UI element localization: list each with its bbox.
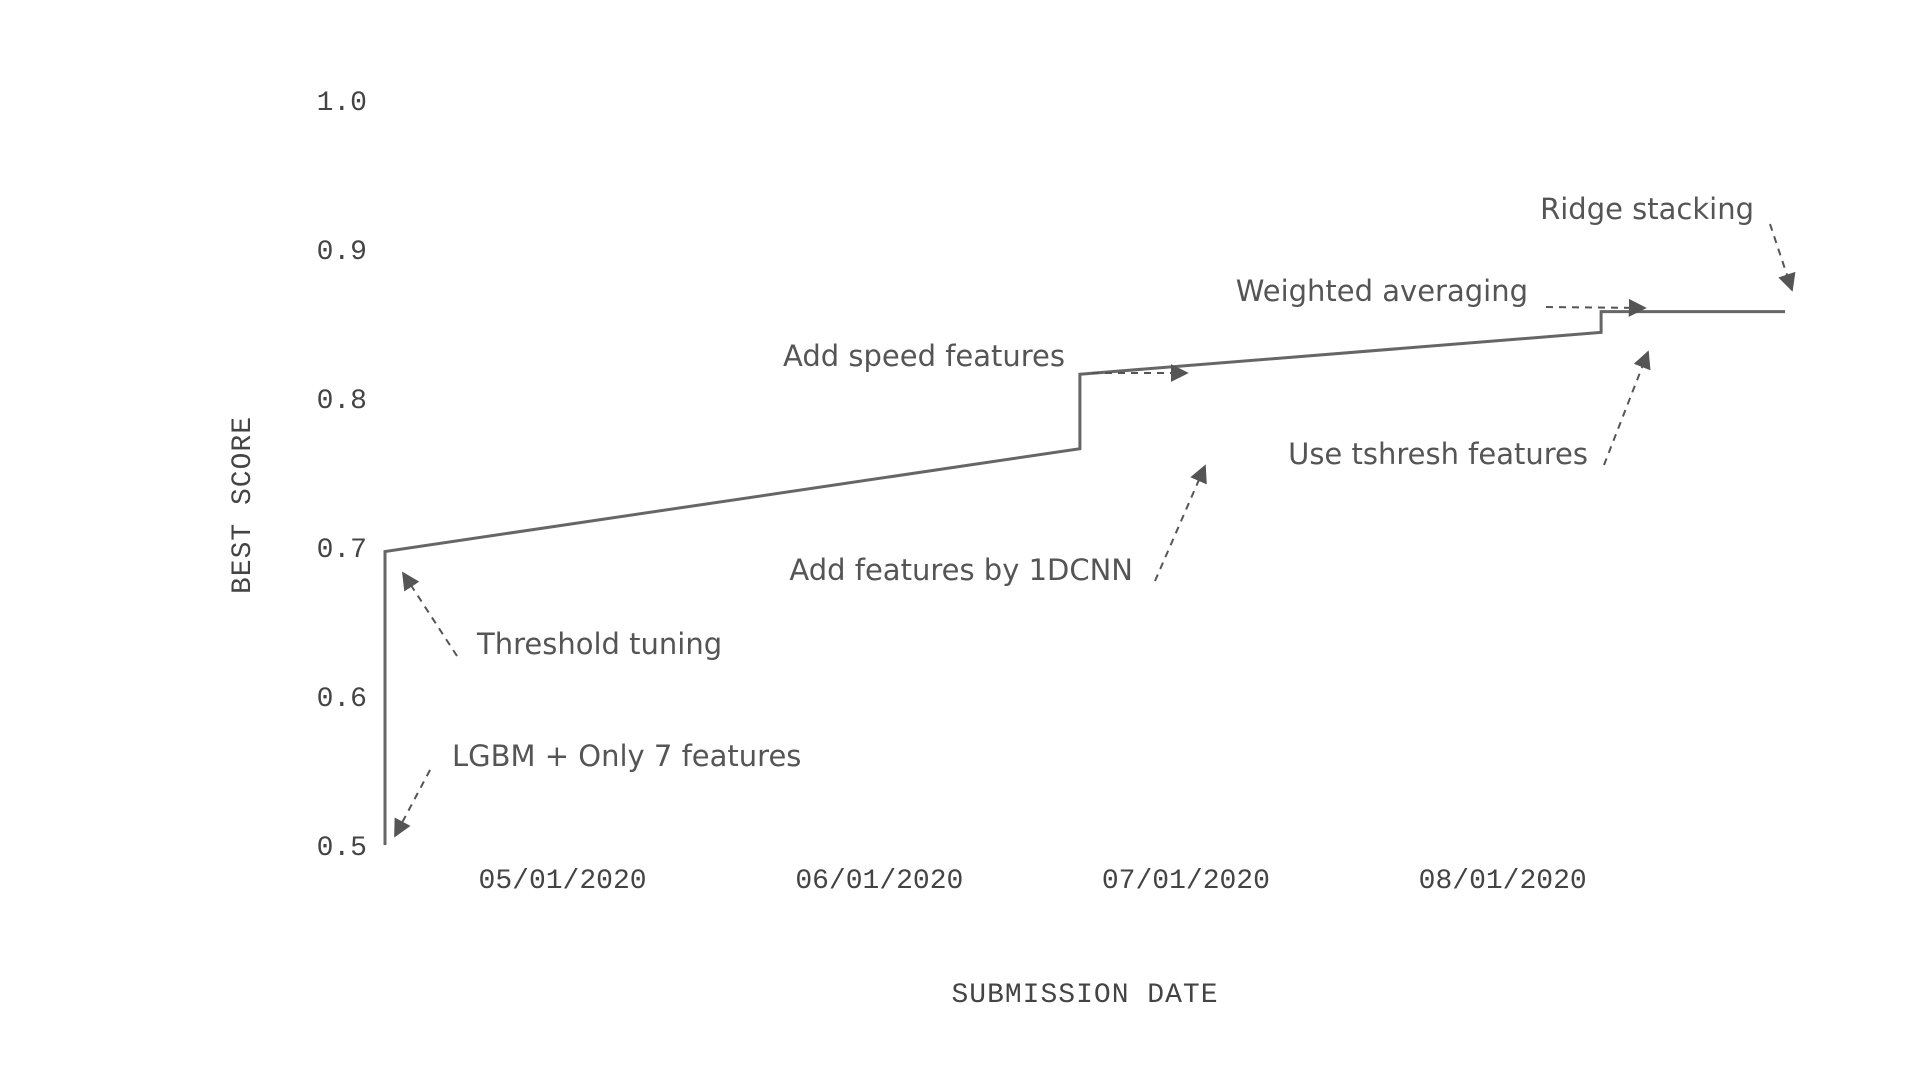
x-tick-label: 05/01/2020 [479,866,647,897]
x-tick-label: 07/01/2020 [1102,866,1270,897]
y-tick-label: 0.6 [317,684,367,715]
annotation-label: Add features by 1DCNN [789,553,1133,587]
annotation-arrow [1154,464,1207,582]
annotation-label: Ridge stacking [1540,192,1754,226]
x-tick-label: 08/01/2020 [1419,866,1587,897]
x-axis-title: SUBMISSION DATE [951,980,1218,1011]
annotation-arrow [1769,223,1796,292]
y-tick-label: 0.8 [317,386,367,417]
y-tick-label: 0.9 [317,237,367,268]
annotation-label: LGBM + Only 7 features [452,739,801,773]
annotation-label: Add speed features [783,339,1065,373]
annotation-label: Weighted averaging [1236,274,1528,308]
annotations: LGBM + Only 7 features Threshold tuning Ad… [394,192,1796,838]
y-tick-label: 1.0 [317,88,367,119]
annotation-arrow [394,769,431,838]
y-tick-label: 0.5 [317,833,367,864]
y-axis-ticks: 0.5 0.6 0.7 0.8 0.9 1.0 [317,88,367,864]
annotation-label: Use tshresh features [1288,437,1588,471]
x-axis-ticks: 05/01/2020 06/01/2020 07/01/2020 08/01/2020 [479,866,1587,897]
annotation-label: Threshold tuning [476,627,722,661]
annotation-arrow [402,571,458,657]
annotation-arrow [1603,350,1651,466]
series-line [383,310,1785,845]
y-tick-label: 0.7 [317,535,367,566]
y-axis-title: BEST SCORE [228,416,259,594]
annotation-arrow [1545,298,1647,317]
x-tick-label: 06/01/2020 [795,866,963,897]
